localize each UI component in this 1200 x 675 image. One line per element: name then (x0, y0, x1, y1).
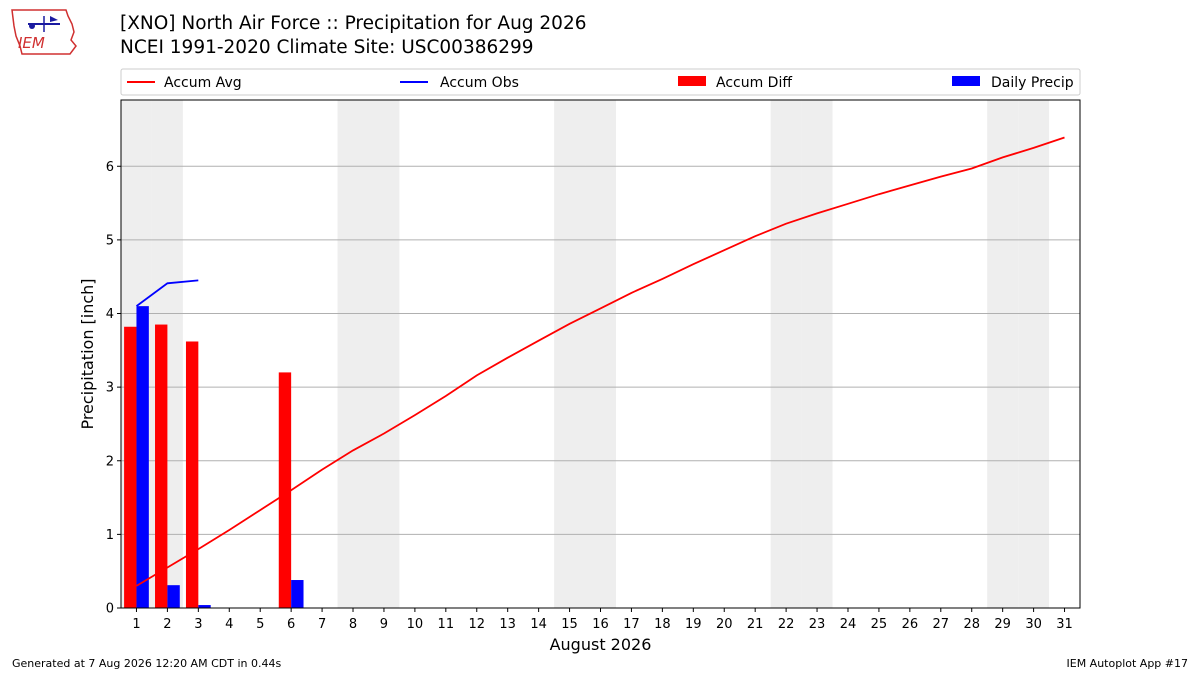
iem-logo-icon: IEM (11, 9, 77, 55)
weekend-band (337, 100, 369, 608)
weekend-band (770, 100, 802, 608)
x-axis-label: August 2026 (550, 635, 652, 654)
x-tick-label: 30 (1025, 617, 1042, 632)
legend-accum-diff-label: Accum Diff (716, 75, 792, 91)
x-tick-label: 22 (778, 617, 795, 632)
x-tick-label: 31 (1056, 617, 1073, 632)
x-tick-label: 12 (468, 617, 485, 632)
iem-logo-text: IEM (18, 34, 45, 52)
x-tick-label: 9 (380, 617, 388, 632)
y-tick-label: 4 (106, 307, 114, 322)
x-tick-label: 29 (994, 617, 1011, 632)
footer-generated: Generated at 7 Aug 2026 12:20 AM CDT in … (12, 657, 282, 670)
weekend-band (801, 100, 833, 608)
x-tick-label: 25 (871, 617, 888, 632)
x-tick-label: 19 (685, 617, 702, 632)
legend-accum-diff-swatch (678, 76, 706, 86)
x-tick-label: 4 (225, 617, 233, 632)
weekend-band (554, 100, 586, 608)
accum-diff-bar (155, 324, 168, 608)
accum-diff-bar (278, 372, 292, 608)
weekend-band (368, 100, 400, 608)
legend-daily-precip-label: Daily Precip (991, 75, 1074, 91)
x-tick-label: 14 (530, 617, 547, 632)
x-tick-label: 27 (933, 617, 950, 632)
x-tick-label: 10 (407, 617, 424, 632)
x-tick-label: 3 (194, 617, 202, 632)
accum-diff-bar (124, 326, 137, 608)
legend-daily-precip-swatch (952, 76, 980, 86)
legend-accum-obs-label: Accum Obs (440, 75, 519, 91)
daily-precip-bar (198, 605, 211, 608)
accum-avg-line (136, 136, 1065, 587)
x-tick-label: 13 (499, 617, 516, 632)
y-tick-label: 3 (106, 381, 114, 396)
x-tick-label: 20 (716, 617, 733, 632)
legend-box (120, 68, 1081, 96)
y-tick-label: 0 (106, 602, 114, 617)
x-tick-label: 1 (132, 617, 140, 632)
x-tick-label: 8 (349, 617, 357, 632)
x-tick-label: 24 (840, 617, 857, 632)
x-tick-label: 28 (963, 617, 980, 632)
x-tick-label: 2 (163, 617, 171, 632)
y-axis-label: Precipitation [inch] (78, 278, 97, 429)
x-tick-label: 5 (256, 617, 264, 632)
x-tick-label: 26 (902, 617, 919, 632)
x-tick-label: 23 (809, 617, 826, 632)
x-tick-label: 15 (561, 617, 578, 632)
legend-accum-avg-label: Accum Avg (164, 75, 242, 91)
x-tick-label: 11 (438, 617, 455, 632)
x-tick-label: 18 (654, 617, 671, 632)
y-tick-label: 5 (106, 233, 114, 248)
accum-diff-bar (185, 341, 199, 608)
x-tick-label: 6 (287, 617, 295, 632)
weekend-band (585, 100, 616, 608)
x-tick-label: 17 (623, 617, 640, 632)
chart-title: [XNO] North Air Force :: Precipitation f… (120, 13, 587, 34)
y-tick-label: 6 (106, 160, 114, 175)
weekend-band (1018, 100, 1050, 608)
chart-subtitle: NCEI 1991-2020 Climate Site: USC00386299 (120, 37, 534, 58)
y-tick-label: 2 (106, 454, 114, 469)
x-tick-label: 16 (592, 617, 609, 632)
weekend-band (987, 100, 1019, 608)
daily-precip-bar (291, 580, 304, 608)
x-tick-label: 7 (318, 617, 326, 632)
y-tick-label: 1 (106, 528, 114, 543)
daily-precip-bar (136, 306, 149, 608)
daily-precip-bar (167, 585, 180, 608)
accum-obs-line (135, 279, 199, 307)
footer-app: IEM Autoplot App #17 (1066, 657, 1189, 670)
x-tick-label: 21 (747, 617, 764, 632)
